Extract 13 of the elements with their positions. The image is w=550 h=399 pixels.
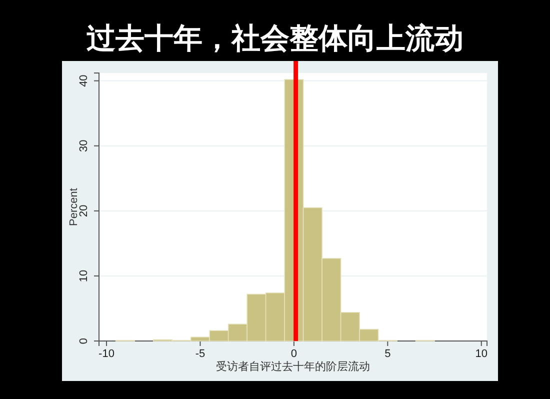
x-tick-label: -5 bbox=[195, 348, 206, 360]
x-tick-label: -10 bbox=[98, 348, 114, 360]
x-tick-label: 0 bbox=[290, 348, 297, 360]
x-tick-label: 5 bbox=[384, 348, 391, 360]
x-axis-title: 受访者自评过去十年的阶层流动 bbox=[216, 360, 370, 373]
y-tick-label: 40 bbox=[78, 74, 90, 87]
y-axis-title: Percent bbox=[68, 188, 80, 226]
y-tick-label: 30 bbox=[78, 140, 90, 152]
y-tick-label: 0 bbox=[78, 338, 90, 344]
y-tick-label: 20 bbox=[78, 204, 90, 218]
y-tick-label: 10 bbox=[78, 270, 90, 282]
chart-title: 过去十年，社会整体向上流动 bbox=[86, 21, 464, 55]
x-tick-label: 10 bbox=[475, 348, 488, 360]
